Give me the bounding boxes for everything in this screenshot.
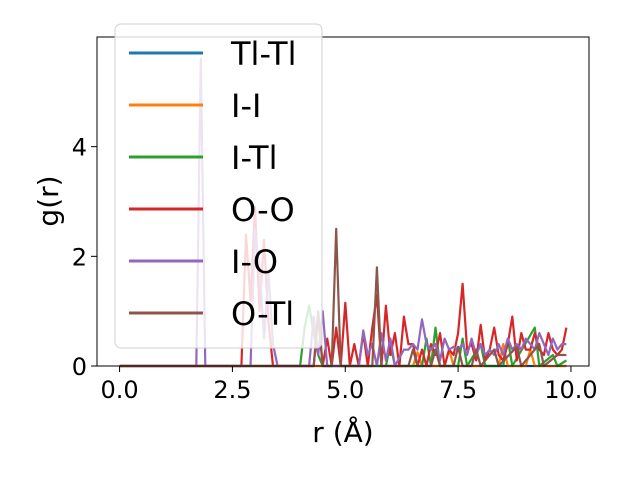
x-tick-label: 5.0 <box>326 376 364 404</box>
y-tick-label: 0 <box>72 353 87 381</box>
x-tick-label: 10.0 <box>544 376 597 404</box>
x-axis-label: r (Å) <box>312 415 373 449</box>
y-axis-ticks: 0 2 4 <box>72 134 97 381</box>
axes-frame <box>96 36 590 367</box>
legend-label-o-o: O-O <box>231 191 295 229</box>
y-tick-label: 4 <box>72 134 87 162</box>
y-axis-label: g(r) <box>32 175 65 226</box>
y-tick-label: 2 <box>72 243 87 271</box>
legend-label-i-o: I-O <box>231 243 278 281</box>
legend-label-tl-tl: Tl-Tl <box>230 35 296 73</box>
legend-label-i-tl: I-Tl <box>231 139 277 177</box>
legend-label-i-i: I-I <box>231 87 261 125</box>
x-tick-label: 2.5 <box>213 376 251 404</box>
x-tick-label: 7.5 <box>439 376 477 404</box>
x-axis-ticks: 0.0 2.5 5.0 7.5 10.0 <box>100 366 598 404</box>
legend-label-o-tl: O-Tl <box>231 295 294 333</box>
x-tick-label: 0.0 <box>100 376 138 404</box>
legend: Tl-Tl I-I I-Tl O-O I-O O-Tl <box>114 23 323 349</box>
